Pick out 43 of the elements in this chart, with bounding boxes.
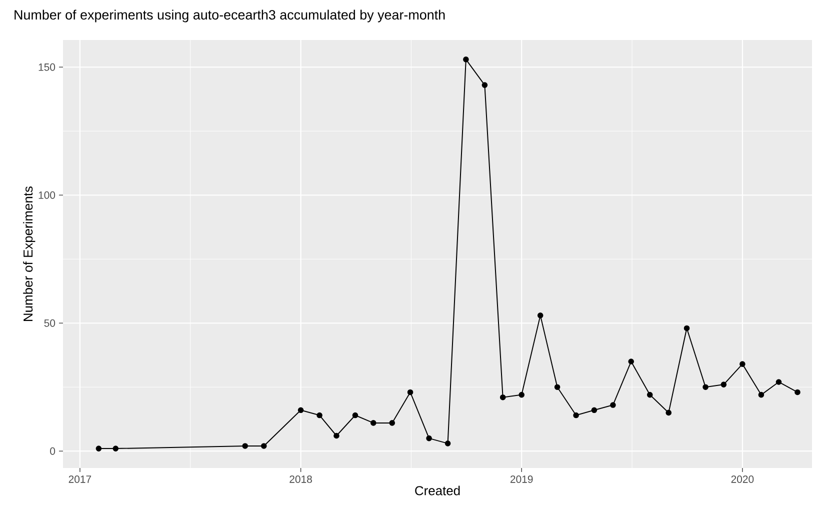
y-tick-label: 150 — [38, 63, 56, 71]
point — [407, 389, 414, 396]
point — [370, 420, 376, 426]
y-tick-label: 0 — [50, 447, 56, 455]
point — [482, 82, 488, 88]
point — [537, 312, 544, 318]
point — [740, 361, 746, 367]
point — [794, 389, 800, 396]
x-tick-label: 2018 — [290, 476, 312, 483]
point — [610, 402, 616, 408]
point — [666, 410, 672, 416]
y-axis-title: Number of Experiments — [23, 186, 36, 321]
y-tick-label: 50 — [44, 319, 56, 327]
chart-title: Number of experiments using auto-ecearth3 accumulated by year-month — [14, 10, 445, 22]
point — [702, 384, 708, 390]
point — [591, 407, 598, 414]
point — [518, 392, 525, 398]
point — [758, 392, 764, 398]
point — [628, 358, 634, 364]
y-tick-label: 100 — [38, 191, 56, 199]
point — [776, 379, 782, 385]
point — [573, 412, 579, 418]
point — [463, 56, 469, 62]
point — [720, 382, 727, 388]
point — [96, 446, 102, 452]
point — [112, 446, 119, 452]
point — [298, 407, 304, 414]
x-axis-title: Created — [415, 486, 460, 496]
x-tick-label: 2017 — [68, 476, 92, 483]
point — [646, 392, 653, 398]
point — [242, 443, 248, 449]
point — [684, 325, 690, 332]
point — [260, 443, 267, 449]
point — [554, 384, 560, 390]
x-tick-label: 2020 — [731, 476, 754, 483]
point — [389, 420, 396, 426]
point — [352, 412, 358, 418]
point — [500, 394, 506, 400]
point — [444, 440, 451, 446]
point — [426, 435, 432, 442]
point — [334, 432, 340, 439]
x-tick-label: 2019 — [510, 476, 533, 483]
point — [316, 412, 322, 418]
